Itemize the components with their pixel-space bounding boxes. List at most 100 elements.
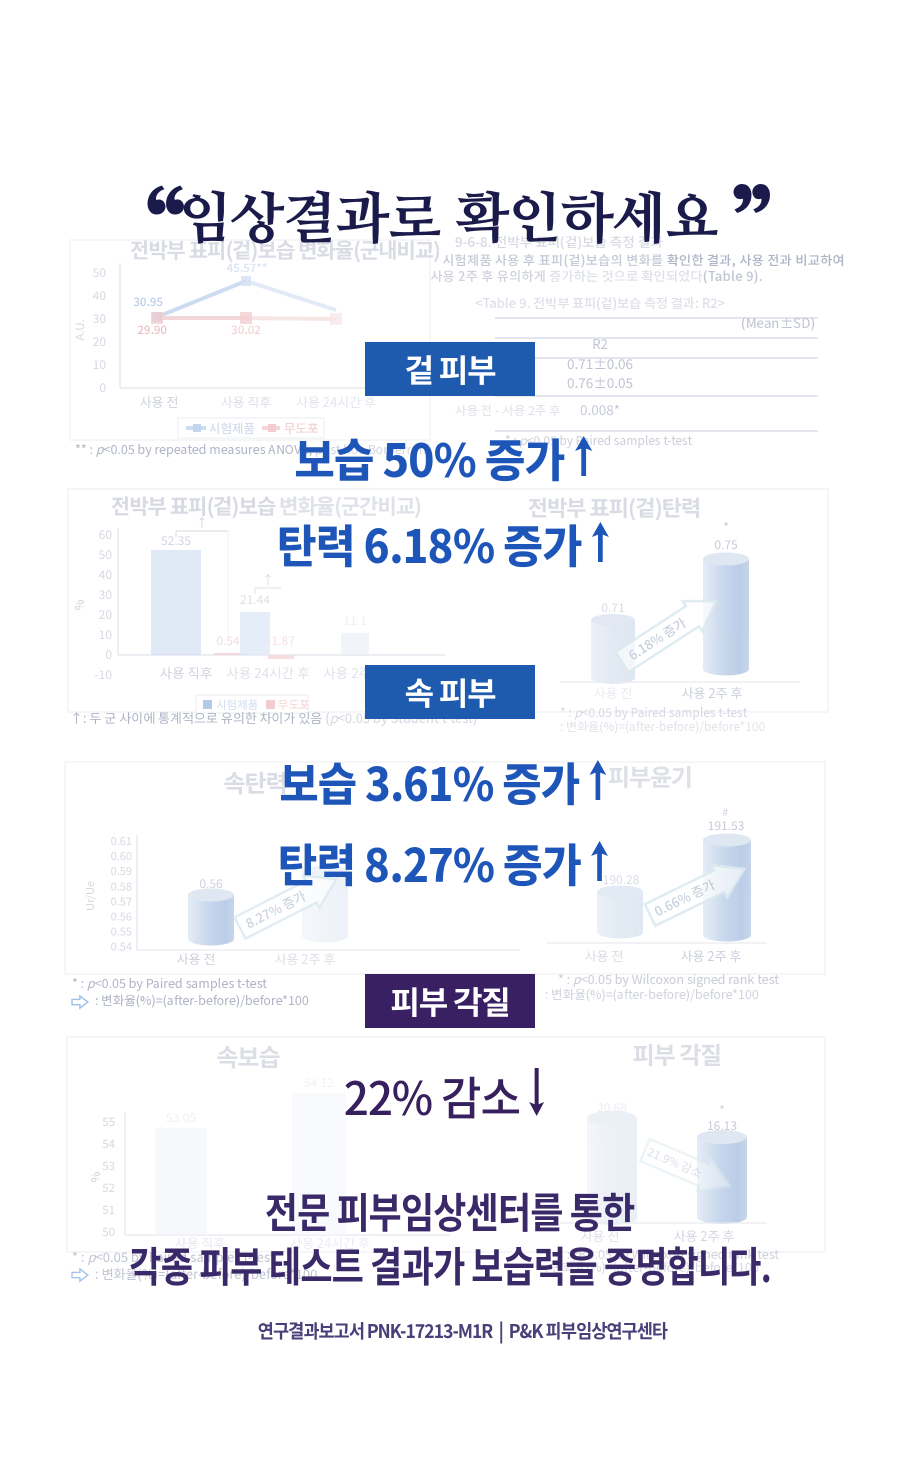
svg-text:사용 전 - 사용 2주 후: 사용 전 - 사용 2주 후 bbox=[455, 400, 561, 419]
svg-text:55: 55 bbox=[102, 1114, 115, 1130]
svg-text:* : p<0.05 by Paired samples t: * : p<0.05 by Paired samples t-test bbox=[505, 432, 692, 449]
svg-text:54: 54 bbox=[102, 1136, 115, 1152]
svg-text:사용 전: 사용 전 bbox=[177, 949, 216, 968]
svg-text:10: 10 bbox=[93, 356, 107, 373]
svg-text:60: 60 bbox=[99, 526, 113, 543]
svg-text:사용 전: 사용 전 bbox=[581, 1226, 620, 1245]
svg-text:사용 24시간 후: 사용 24시간 후 bbox=[226, 662, 309, 682]
svg-text:* : p<0.05 by Paired samples: * : p<0.05 by Paired samples t-test bbox=[72, 973, 268, 992]
svg-text:0.59: 0.59 bbox=[111, 863, 132, 879]
svg-text:전박부 표피(겉)보습 변화율(군간비교): 전박부 표피(겉)보습 변화율(군간비교) bbox=[111, 491, 421, 521]
svg-text:: 변화율(%)=(after-before)/before: : 변화율(%)=(after-before)/before*100 bbox=[545, 1257, 759, 1276]
svg-text:<Table 9. 전박부 표피(겉)보습 측정 결과: R: <Table 9. 전박부 표피(겉)보습 측정 결과: R2> bbox=[475, 293, 726, 312]
svg-text:21.44: 21.44 bbox=[240, 591, 270, 608]
svg-text:* : p<0.05 by Paired samples: * : p<0.05 by Paired samples t-test bbox=[72, 1247, 276, 1266]
svg-text:0.60: 0.60 bbox=[111, 848, 132, 864]
svg-text:: 변화율(%)=(after-before)/before: : 변화율(%)=(after-before)/before*100 bbox=[545, 984, 759, 1003]
svg-text:30.95: 30.95 bbox=[133, 294, 163, 310]
svg-text:Ur/Ue: Ur/Ue bbox=[82, 881, 98, 911]
svg-text:51: 51 bbox=[102, 1202, 115, 1218]
svg-text:191.53: 191.53 bbox=[708, 817, 745, 834]
svg-text:사용 전: 사용 전 bbox=[585, 946, 624, 965]
svg-text:사용 2주 후: 사용 2주 후 bbox=[674, 1226, 735, 1245]
svg-text:전박부 표피(겉)탄력: 전박부 표피(겉)탄력 bbox=[528, 491, 701, 523]
svg-text:11.1: 11.1 bbox=[343, 612, 366, 629]
svg-text:30: 30 bbox=[99, 586, 113, 603]
svg-text:사용 2주 후: 사용 2주 후 bbox=[682, 683, 743, 702]
svg-text:0: 0 bbox=[99, 379, 106, 396]
svg-text:속탄력: 속탄력 bbox=[223, 764, 286, 799]
svg-text:53.05: 53.05 bbox=[166, 1109, 196, 1126]
svg-text:0.56: 0.56 bbox=[199, 875, 223, 892]
svg-text:0.75: 0.75 bbox=[714, 536, 738, 553]
svg-text:사용 직후: 사용 직후 bbox=[175, 1233, 226, 1252]
svg-text:29.90: 29.90 bbox=[137, 322, 167, 338]
svg-text:40: 40 bbox=[99, 566, 113, 583]
svg-text:전박부 표피(겉)보습 변화율(군내비교): 전박부 표피(겉)보습 변화율(군내비교) bbox=[130, 235, 440, 265]
svg-text:30.02: 30.02 bbox=[231, 322, 261, 338]
svg-text:속보습: 속보습 bbox=[216, 1038, 280, 1073]
svg-text:: 변화율(%)=(after-before)/before: : 변화율(%)=(after-before)/before*100 bbox=[95, 1264, 317, 1283]
svg-text:20: 20 bbox=[99, 606, 113, 623]
svg-text:(Mean±SD): (Mean±SD) bbox=[741, 312, 815, 332]
svg-text:-1.87: -1.87 bbox=[267, 632, 295, 649]
svg-text:10: 10 bbox=[99, 626, 113, 643]
svg-text:사용 24시간 후: 사용 24시간 후 bbox=[290, 1233, 370, 1252]
svg-text:30: 30 bbox=[93, 310, 107, 327]
svg-text:시험제품: 시험제품 bbox=[209, 418, 255, 437]
svg-text:↑: ↑ bbox=[196, 514, 208, 531]
svg-text:0.58: 0.58 bbox=[111, 878, 132, 894]
svg-text:A.U.: A.U. bbox=[72, 319, 88, 340]
svg-text:45.57**: 45.57** bbox=[227, 260, 268, 276]
svg-text:사용 24시간 후: 사용 24시간 후 bbox=[296, 392, 376, 411]
svg-text:16.13: 16.13 bbox=[707, 1117, 737, 1134]
svg-text:사용 직후: 사용 직후 bbox=[160, 662, 213, 682]
svg-text:-10: -10 bbox=[95, 666, 113, 683]
svg-text:↑: ↑ bbox=[262, 571, 274, 588]
svg-text:%: % bbox=[87, 1171, 104, 1182]
svg-text:*: * bbox=[719, 1102, 725, 1119]
svg-text:사용 전: 사용 전 bbox=[140, 392, 179, 411]
svg-text:0.54: 0.54 bbox=[216, 632, 240, 649]
svg-text:피부 각질: 피부 각질 bbox=[633, 1036, 722, 1071]
svg-text:0: 0 bbox=[105, 646, 112, 663]
svg-text:20: 20 bbox=[93, 333, 107, 350]
svg-text:0.55: 0.55 bbox=[111, 924, 132, 940]
svg-text:0.56: 0.56 bbox=[111, 909, 132, 925]
svg-text:%: % bbox=[71, 599, 88, 610]
svg-text:0.71: 0.71 bbox=[601, 599, 624, 616]
svg-text:50: 50 bbox=[99, 546, 113, 563]
svg-text:50: 50 bbox=[102, 1224, 115, 1240]
svg-text:0.54: 0.54 bbox=[111, 939, 132, 955]
svg-text:: 변화율(%)=(after-before)/before: : 변화율(%)=(after-before)/before*100 bbox=[95, 990, 309, 1009]
svg-text:*: * bbox=[723, 519, 729, 536]
svg-text:사용 2주 후: 사용 2주 후 bbox=[275, 949, 336, 968]
svg-text:사용 전: 사용 전 bbox=[594, 683, 633, 702]
svg-text:#: # bbox=[722, 804, 728, 820]
svg-text:사용 직후: 사용 직후 bbox=[221, 392, 272, 411]
svg-text:R2: R2 bbox=[592, 333, 608, 353]
svg-text:: 변화율(%)=(after-before)/before: : 변화율(%)=(after-before)/before*100 bbox=[560, 718, 766, 735]
svg-text:0.57: 0.57 bbox=[111, 893, 132, 909]
svg-text:시험제품: 시험제품 bbox=[216, 697, 259, 713]
svg-text:피부윤기: 피부윤기 bbox=[608, 758, 692, 793]
svg-text:53: 53 bbox=[102, 1158, 115, 1174]
svg-text:0.76±0.05: 0.76±0.05 bbox=[567, 372, 633, 392]
svg-text:시험제품 사용 후 표피(겉)보습의 변화를 확인한 결과,: 시험제품 사용 후 표피(겉)보습의 변화를 확인한 결과, 사용 전과 비교하… bbox=[442, 250, 845, 269]
svg-text:9-6-8. 전박부 표피(겉)보습 측정 결과: 9-6-8. 전박부 표피(겉)보습 측정 결과 bbox=[455, 231, 663, 251]
svg-text:* : p<0.05 by Wilcoxon signed: * : p<0.05 by Wilcoxon signed rank test bbox=[558, 969, 780, 988]
svg-text:54.12: 54.12 bbox=[304, 1074, 334, 1091]
svg-text:52.35: 52.35 bbox=[161, 532, 191, 549]
svg-text:40: 40 bbox=[93, 287, 107, 304]
svg-text:* : p<0.05 by Wilcoxon signed: * : p<0.05 by Wilcoxon signed rank test bbox=[558, 1244, 780, 1263]
svg-text:사용 2주 후 유의하게 증가하는 것으로 확인되었다(Ta: 사용 2주 후 유의하게 증가하는 것으로 확인되었다(Table 9). bbox=[430, 266, 763, 285]
svg-text:무도포: 무도포 bbox=[278, 697, 310, 713]
svg-text:50: 50 bbox=[93, 264, 107, 281]
svg-text:무도포: 무도포 bbox=[284, 418, 319, 437]
svg-text:0.008*: 0.008* bbox=[580, 399, 620, 419]
svg-text:0.71±0.06: 0.71±0.06 bbox=[567, 353, 633, 373]
svg-text:* : p<0.05 by Paired samples t: * : p<0.05 by Paired samples t-test bbox=[560, 704, 747, 721]
svg-text:0.61: 0.61 bbox=[111, 833, 132, 849]
svg-text:** : p<0.05 by repeated measu: ** : p<0.05 by repeated measures ANOVA, … bbox=[75, 439, 430, 458]
svg-text:190.28: 190.28 bbox=[603, 871, 640, 888]
